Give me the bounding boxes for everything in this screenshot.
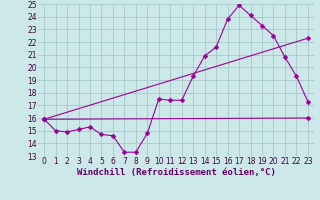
X-axis label: Windchill (Refroidissement éolien,°C): Windchill (Refroidissement éolien,°C) — [76, 168, 276, 177]
